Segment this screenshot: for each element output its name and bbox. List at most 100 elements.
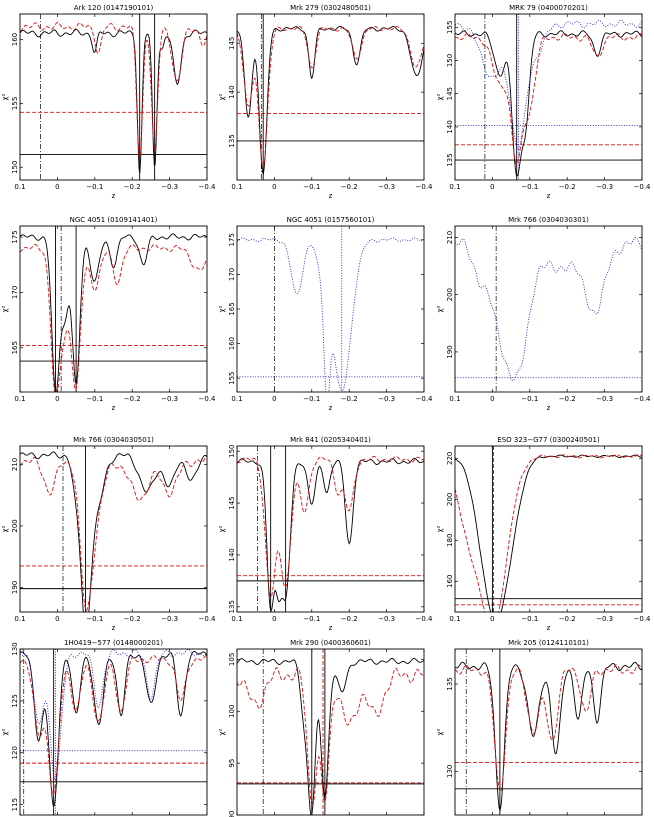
x-tick-label: −0.2 <box>124 183 141 191</box>
y-tick-label: 180 <box>446 534 454 547</box>
series-line-solid <box>455 30 642 178</box>
series-line-solid <box>20 28 207 174</box>
chart-panel-11: Mrk 290 (0400360601)0.10−0.1−0.2−0.3−0.4… <box>218 639 425 817</box>
y-tick-label: 150 <box>228 445 236 458</box>
y-tick-label: 150 <box>11 161 19 174</box>
x-tick-label: −0.1 <box>521 615 538 623</box>
plot-area <box>20 14 207 180</box>
x-tick-label: −0.3 <box>596 395 613 403</box>
x-tick-label: 0.1 <box>14 395 25 403</box>
x-tick-label: −0.2 <box>559 395 576 403</box>
x-tick-label: −0.2 <box>559 183 576 191</box>
y-tick-label: 150 <box>446 54 454 67</box>
y-tick-label: 125 <box>11 694 19 707</box>
plot-frame <box>19 225 208 393</box>
x-tick-label: −0.1 <box>521 395 538 403</box>
y-tick-label: 140 <box>446 120 454 133</box>
x-tick-label: 0 <box>55 183 59 191</box>
x-tick-label: −0.1 <box>303 615 320 623</box>
y-axis-label: χ² <box>1 728 9 735</box>
y-tick-label: 160 <box>228 337 236 350</box>
x-tick-label: 0.1 <box>449 183 460 191</box>
y-tick-label: 145 <box>228 37 236 50</box>
y-tick-label: 200 <box>11 519 19 532</box>
y-tick-label: 160 <box>11 33 19 46</box>
y-tick-label: 200 <box>446 288 454 301</box>
plot-area <box>237 446 424 612</box>
y-tick-label: 130 <box>446 765 454 778</box>
y-tick-label: 200 <box>446 493 454 506</box>
x-tick-label: 0 <box>55 615 59 623</box>
x-tick-label: −0.1 <box>86 183 103 191</box>
y-tick-label: 95 <box>228 759 236 768</box>
y-tick-label: 175 <box>11 230 19 243</box>
y-tick-label: 175 <box>228 233 236 246</box>
series-line-dashed <box>455 32 642 165</box>
x-tick-label: −0.2 <box>341 395 358 403</box>
x-tick-label: −0.4 <box>416 395 434 403</box>
x-tick-label: −0.2 <box>341 183 358 191</box>
y-axis-label: χ² <box>436 728 444 735</box>
y-tick-label: 135 <box>228 600 236 613</box>
x-tick-label: −0.3 <box>596 183 613 191</box>
x-tick-label: −0.4 <box>416 615 434 623</box>
y-tick-label: 100 <box>228 705 236 718</box>
y-tick-label: 145 <box>446 87 454 100</box>
y-tick-label: 160 <box>446 575 454 588</box>
x-tick-label: 0.1 <box>231 615 242 623</box>
y-tick-label: 170 <box>11 286 19 299</box>
chart-title: Mrk 290 (0400360601) <box>290 639 371 647</box>
chart-panel-10: 1H0419−577 (0148000201)0.10−0.1−0.2−0.3−… <box>1 639 208 816</box>
x-axis-label: z <box>112 192 116 200</box>
x-axis-label: z <box>547 404 551 412</box>
x-axis-label: z <box>112 404 116 412</box>
chart-panel-8: Mrk 841 (0205340401) 0.1 0 −0.1 −0.2 −0.3 −0.4… <box>218 436 433 632</box>
x-tick-label: −0.4 <box>634 395 652 403</box>
x-tick-label: −0.4 <box>634 183 652 191</box>
series-line-dashed <box>20 655 207 796</box>
plot-area <box>455 446 642 612</box>
plot-area <box>455 226 642 392</box>
series-line-dashed <box>20 456 207 612</box>
chart-title: Mrk 766 (0304030501) <box>73 436 154 444</box>
chart-panel-9: ESO 323−G77 (0300240501) 0.1 0 −0.1 −0.2 −0.3… <box>436 436 651 632</box>
x-tick-label: 0.1 <box>449 615 460 623</box>
series-line-dashed <box>237 25 424 169</box>
chart-title: ESO 323−G77 (0300240501) <box>497 436 600 444</box>
series-line-dashed <box>237 455 424 599</box>
chart-title: NGC 4051 (0157560101) <box>287 216 375 224</box>
series-line-dotted <box>455 236 642 382</box>
chart-title: MRK 79 (0400070201) <box>509 4 588 12</box>
y-tick-label: 210 <box>446 231 454 244</box>
x-tick-label: −0.2 <box>341 615 358 623</box>
plot-frame <box>454 13 643 181</box>
y-tick-label: 190 <box>11 581 19 594</box>
chart-title: Mrk 279 (0302480501) <box>290 4 371 12</box>
series-line-solid <box>455 454 642 612</box>
x-tick-label: 0 <box>272 395 276 403</box>
x-tick-label: −0.4 <box>199 183 217 191</box>
plot-area <box>237 649 424 815</box>
plot-frame <box>236 225 425 393</box>
chart-panel-5: NGC 4051 (0157560101) 0.1 0 −0.1 −0.2 −0.3 −0.… <box>218 216 433 412</box>
plot-area <box>455 14 642 180</box>
plot-area <box>20 446 207 612</box>
x-tick-label: −0.2 <box>124 615 141 623</box>
series-line-dashed <box>237 667 424 808</box>
x-axis-label: z <box>547 624 551 632</box>
x-axis-label: z <box>112 624 116 632</box>
x-tick-label: −0.1 <box>303 183 320 191</box>
x-tick-label: −0.3 <box>161 615 178 623</box>
x-tick-label: 0 <box>490 615 494 623</box>
series-line-solid <box>237 657 424 815</box>
y-axis-label: χ² <box>218 93 226 100</box>
chart-panel-6: Mrk 766 (0304030301) 0.1 0 −0.1 −0.2 −0.3 −0.4… <box>436 216 651 412</box>
x-tick-label: 0 <box>272 615 276 623</box>
series-line-solid <box>20 451 207 612</box>
plot-frame <box>454 648 643 816</box>
x-tick-label: −0.1 <box>303 395 320 403</box>
y-axis-label: χ² <box>218 305 226 312</box>
plot-area <box>455 649 642 815</box>
x-axis-label: z <box>547 192 551 200</box>
